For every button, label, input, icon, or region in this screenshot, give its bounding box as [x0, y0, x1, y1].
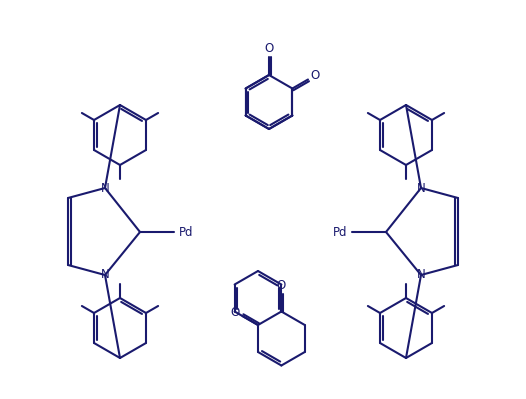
Text: O: O: [277, 279, 286, 292]
Text: Pd: Pd: [179, 225, 193, 239]
Text: N: N: [417, 269, 426, 282]
Text: N: N: [100, 182, 109, 194]
Text: O: O: [310, 69, 319, 82]
Text: O: O: [231, 306, 240, 318]
Text: O: O: [265, 43, 274, 55]
Text: Pd: Pd: [333, 225, 347, 239]
Text: N: N: [100, 269, 109, 282]
Text: N: N: [417, 182, 426, 194]
